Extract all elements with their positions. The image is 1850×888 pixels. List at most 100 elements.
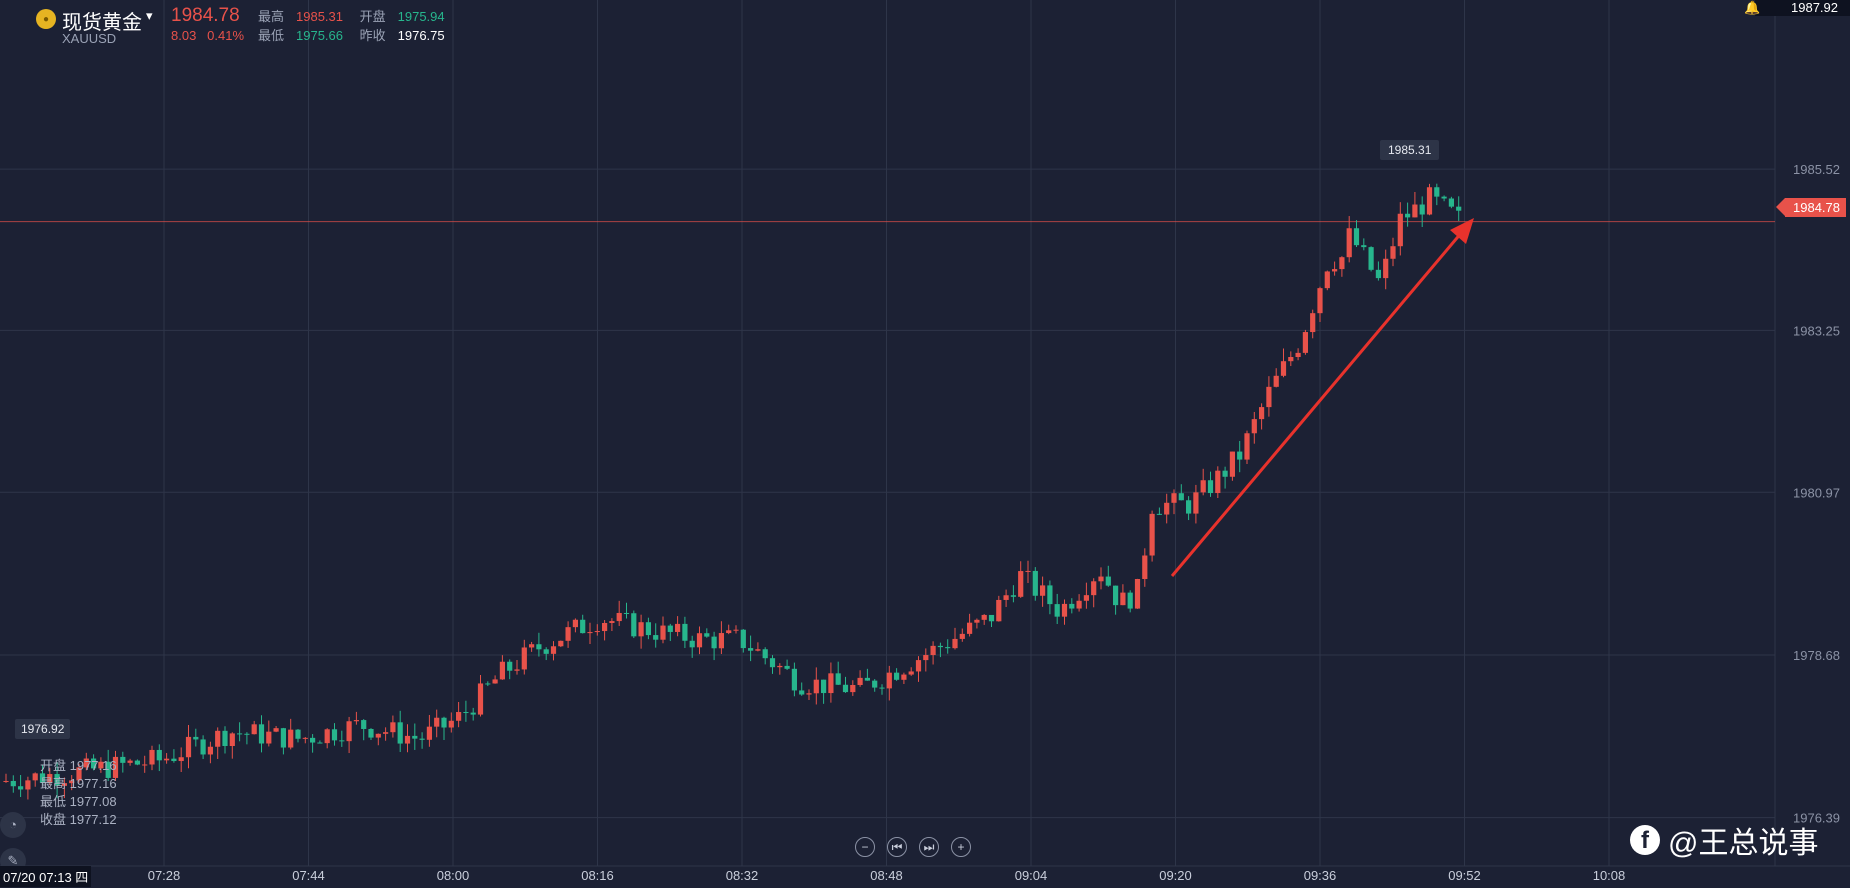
candle <box>492 675 498 684</box>
candle <box>1288 351 1294 367</box>
watermark-text: @王总说事 <box>1668 827 1819 860</box>
ohlc-close: 收盘 1977.12 <box>40 812 117 827</box>
candle <box>638 614 644 649</box>
ohlc-high: 最高 1977.16 <box>40 776 117 791</box>
candle <box>689 635 695 658</box>
candle <box>54 762 60 799</box>
candle <box>857 670 863 687</box>
candle <box>91 754 97 771</box>
candle <box>733 625 739 634</box>
candle <box>18 774 24 798</box>
candle <box>1010 585 1016 603</box>
low-marker: 1976.92 <box>15 719 71 739</box>
candle <box>959 628 965 642</box>
candle <box>288 718 294 750</box>
y-axis: 1985.52 1983.25 1980.97 1978.68 1976.39 <box>1793 162 1840 826</box>
candle <box>711 631 717 661</box>
candle <box>456 702 462 728</box>
candle <box>828 662 834 703</box>
candle <box>280 727 286 755</box>
y-tick-label: 1983.25 <box>1793 323 1840 338</box>
candle <box>1003 589 1009 607</box>
prev-close-value: 1976.75 <box>397 28 445 43</box>
zoom-out-button[interactable]: − <box>855 837 875 857</box>
candle <box>1310 309 1316 339</box>
candle <box>974 618 980 629</box>
candle <box>930 641 936 665</box>
low-value: 1975.66 <box>296 28 343 43</box>
candle <box>142 755 148 773</box>
candle <box>178 747 184 773</box>
candle <box>156 744 162 772</box>
trend-arrow <box>1170 218 1474 577</box>
candle <box>1215 466 1221 499</box>
candle <box>682 616 688 649</box>
candle <box>258 715 265 753</box>
chevron-down-icon[interactable]: ▾ <box>146 8 153 23</box>
candle <box>485 681 491 687</box>
candle <box>361 719 367 741</box>
candle <box>419 732 425 749</box>
gold-coin-icon: ● <box>36 9 56 29</box>
candle <box>514 659 520 675</box>
candle <box>1054 593 1060 624</box>
candle <box>1353 220 1360 248</box>
candle <box>434 709 440 738</box>
candle <box>1259 403 1265 430</box>
y-tick-label: 1985.52 <box>1793 162 1840 177</box>
current-price-tag: 1984.78 <box>1776 198 1846 217</box>
candle <box>645 617 651 640</box>
prev-button[interactable]: ⏮ <box>887 837 907 857</box>
candle <box>3 773 9 783</box>
candle <box>375 733 381 746</box>
zoom-in-button[interactable]: + <box>951 837 971 857</box>
change-percent: 0.41% <box>207 28 245 43</box>
candle <box>1200 468 1206 496</box>
candle <box>1061 599 1068 625</box>
candle <box>346 716 352 754</box>
x-tick-label: 08:32 <box>726 868 759 883</box>
candle <box>83 752 89 771</box>
candle <box>813 667 819 705</box>
candle <box>660 616 666 644</box>
candle <box>164 753 170 764</box>
x-tick-label: 09:52 <box>1448 868 1481 883</box>
open-label: 开盘 <box>359 9 386 24</box>
next-button[interactable]: ⏭ <box>919 837 939 857</box>
y-tick-label: 1976.39 <box>1793 811 1840 826</box>
instrument-title[interactable]: 现货黄金 <box>62 12 142 34</box>
candle <box>1332 261 1338 276</box>
candle <box>25 776 31 800</box>
candle <box>1390 237 1396 267</box>
candle <box>1091 578 1097 608</box>
candle <box>1375 261 1381 281</box>
candle <box>1222 466 1228 489</box>
candle <box>945 639 951 654</box>
candle <box>609 618 615 632</box>
candle <box>477 675 484 717</box>
facebook-icon: f <box>1630 825 1660 855</box>
candle <box>32 772 38 787</box>
candle <box>1441 195 1447 202</box>
candle <box>872 679 878 692</box>
candle <box>908 667 914 676</box>
candle <box>616 600 622 626</box>
candle <box>383 727 389 741</box>
top-right-bar: 1987.92 <box>1755 0 1850 16</box>
candle <box>237 722 243 742</box>
candle <box>879 684 885 695</box>
candle <box>864 668 870 681</box>
candle <box>448 712 454 733</box>
candle <box>1280 348 1287 378</box>
y-tick-label: 1978.68 <box>1793 648 1840 663</box>
chart-controls: − ⏮ ⏭ + <box>855 837 971 857</box>
candle <box>207 741 213 764</box>
candle <box>1397 202 1403 256</box>
x-tick-label: 09:04 <box>1015 868 1048 883</box>
left-tools: ◔ ✎ <box>0 812 26 884</box>
bell-icon[interactable]: 🔔 <box>1744 0 1761 15</box>
indicator-icon[interactable]: ◔ <box>0 812 26 838</box>
candle <box>981 614 987 625</box>
candle <box>1412 192 1418 218</box>
